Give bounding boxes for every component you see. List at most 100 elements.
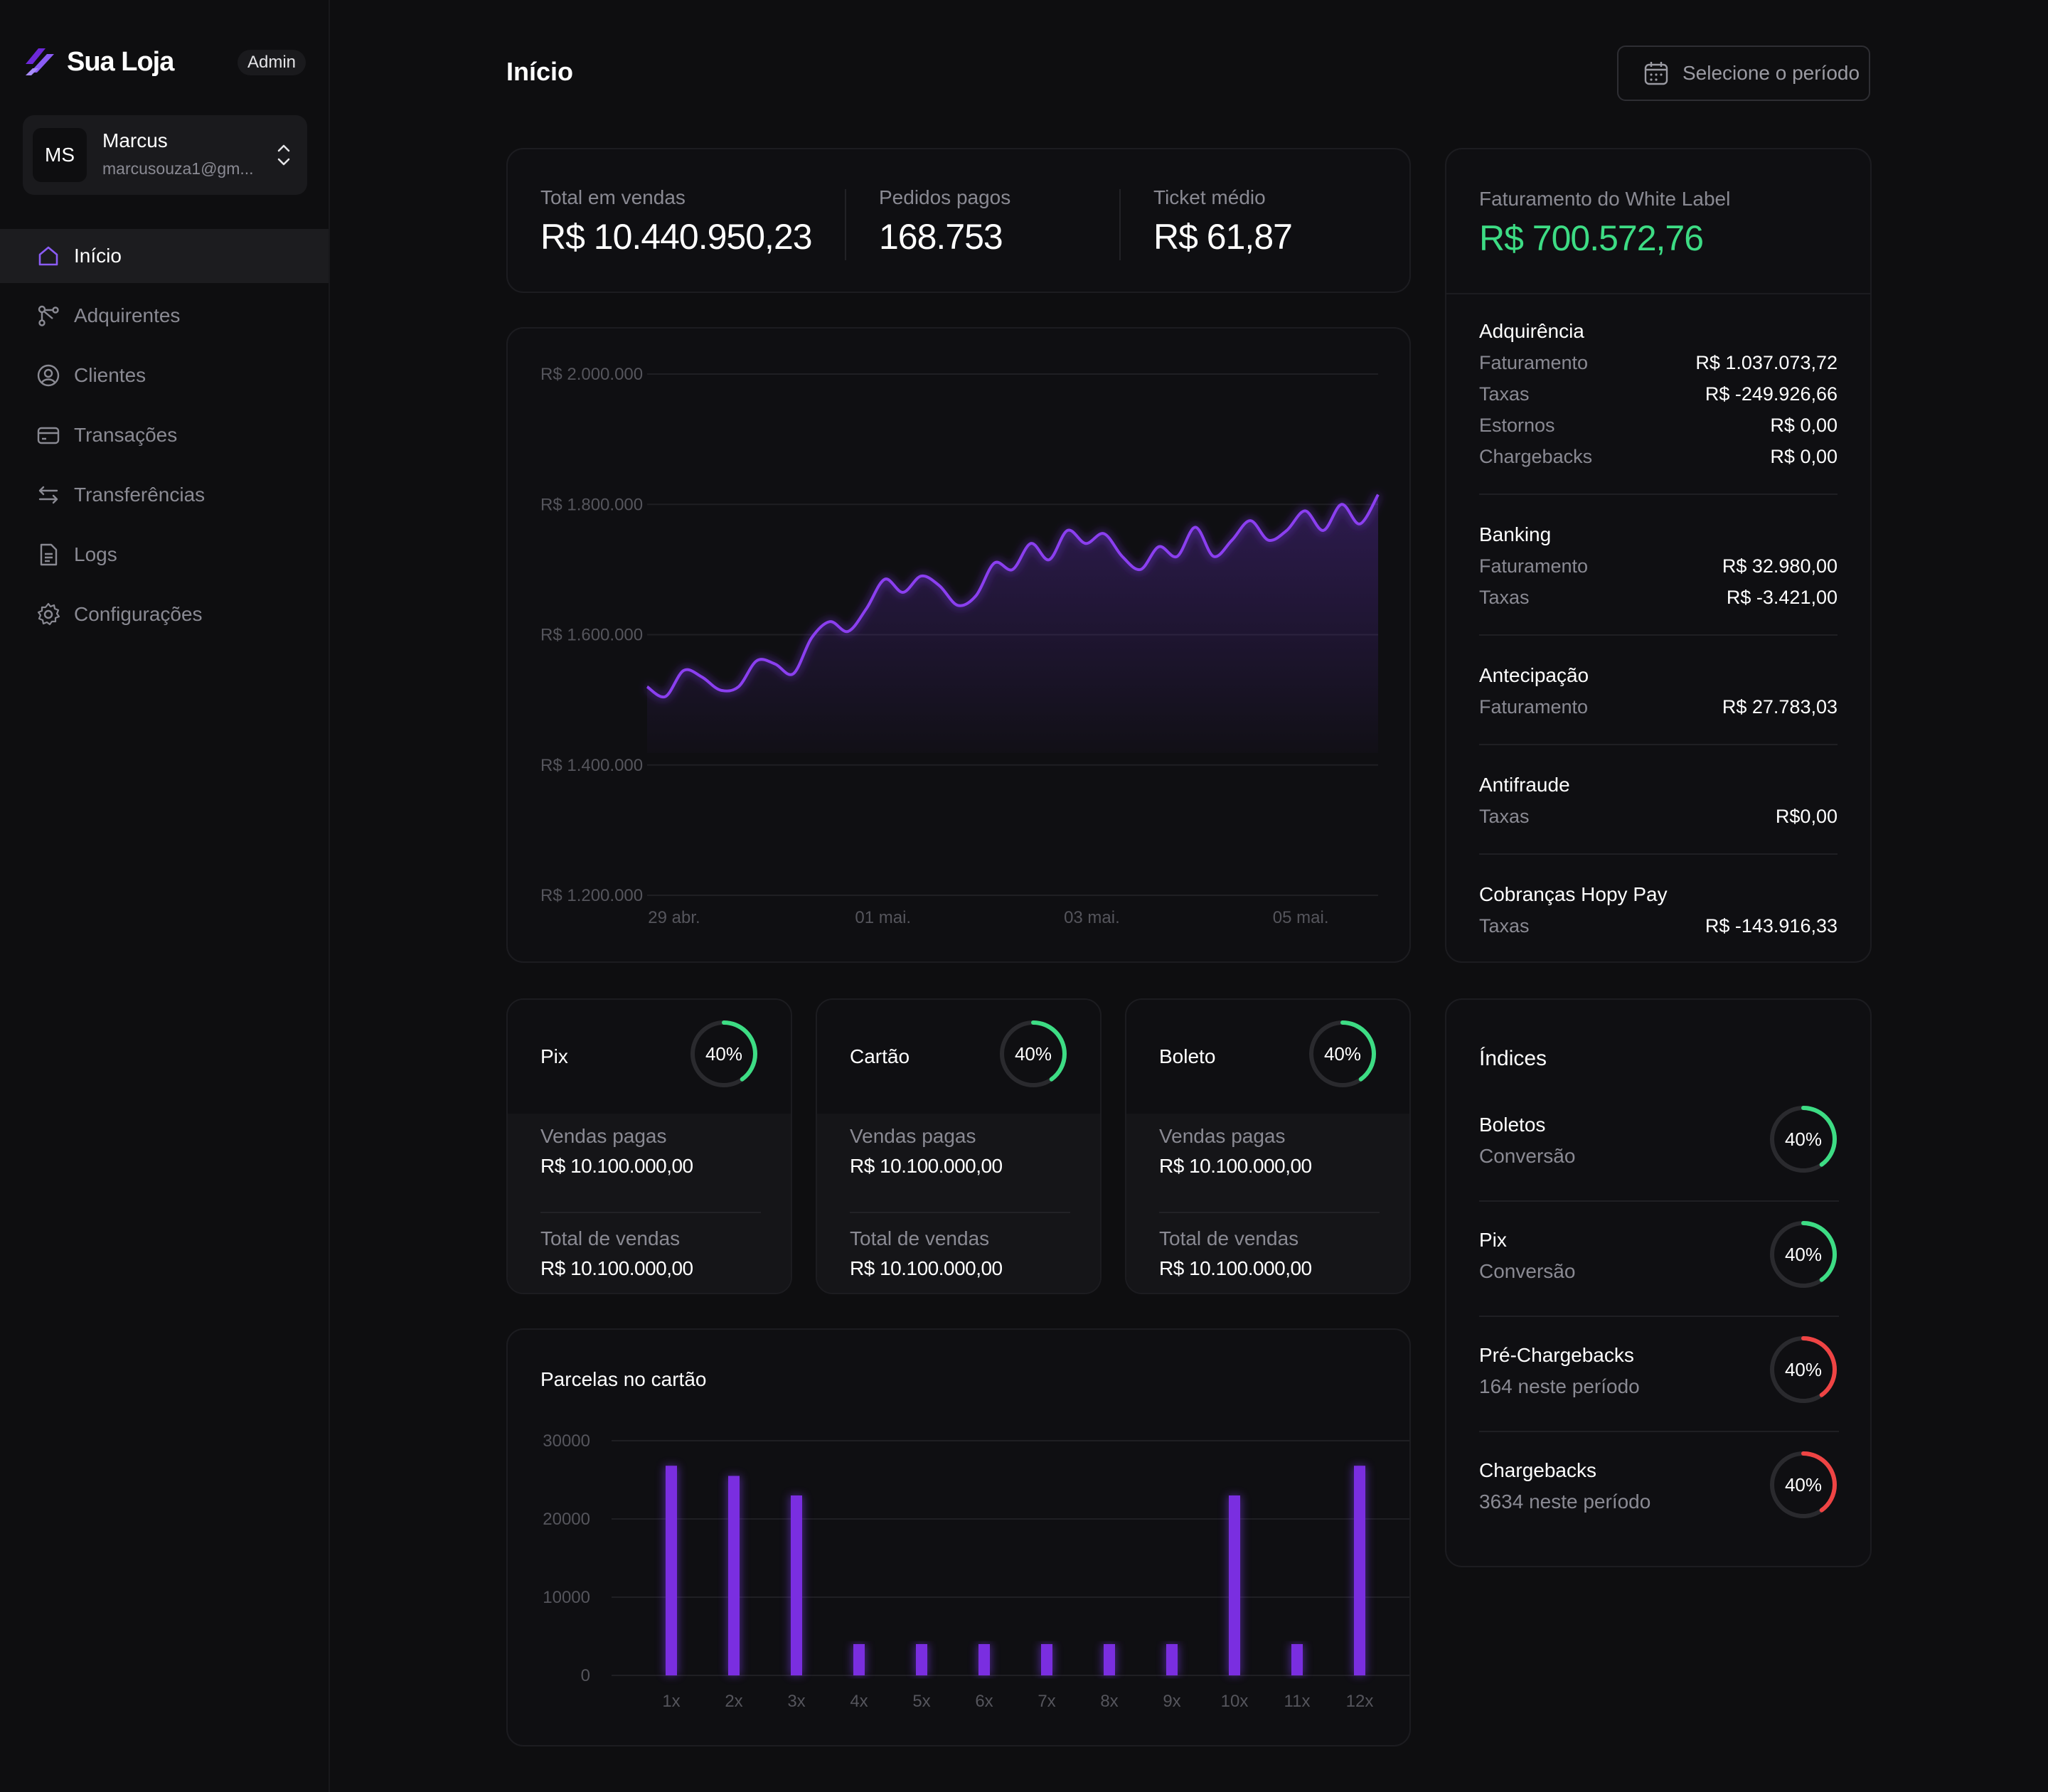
wl-row-value: R$ -249.926,66: [1705, 383, 1838, 405]
payment-paid-stat: Vendas pagas R$ 10.100.000,00: [850, 1125, 1003, 1178]
sidebar-nav: Início Adquirentes Clientes Transações T…: [0, 229, 329, 647]
payment-progress-ring: 40%: [998, 1018, 1069, 1089]
progress-ring-icon: [1770, 1221, 1837, 1288]
wl-section-antifraude: Antifraude Taxas R$0,00: [1479, 769, 1838, 832]
stat-value: R$ 10.100.000,00: [1159, 1257, 1312, 1279]
wl-row: Faturamento R$ 1.037.073,72: [1479, 347, 1838, 378]
wl-divider: [1479, 744, 1838, 745]
index-name: Pré-Chargebacks: [1479, 1344, 1634, 1366]
bar-x-tick-label: 4x: [850, 1692, 868, 1711]
sidebar-item-label: Logs: [74, 543, 117, 565]
wl-row: Chargebacks R$ 0,00: [1479, 441, 1838, 472]
payment-divider: [540, 1212, 761, 1213]
chevron-updown-icon: [277, 144, 290, 166]
kpi-total-sales: Total em vendas R$ 10.440.950,23: [540, 186, 813, 257]
sidebar-item-label: Adquirentes: [74, 304, 181, 326]
logo[interactable]: Sua Loja: [23, 44, 174, 80]
line-y-tick-label: R$ 2.000.000: [540, 365, 643, 384]
index-percent: 40%: [1784, 1244, 1823, 1265]
line-area: [647, 494, 1378, 753]
payment-percent: 40%: [1014, 1043, 1052, 1065]
wl-row-value: R$ -3.421,00: [1726, 587, 1838, 608]
kpi-divider: [845, 189, 846, 260]
sidebar-item-label: Transferências: [74, 484, 206, 506]
index-divider: [1479, 1316, 1839, 1317]
sidebar-item-logs[interactable]: Logs: [0, 528, 329, 582]
wl-section-title: Antecipação: [1479, 664, 1589, 686]
sidebar-item-transacoes[interactable]: Transações: [0, 408, 329, 462]
index-name: Chargebacks: [1479, 1459, 1596, 1481]
wl-row-value: R$ 27.783,03: [1722, 696, 1838, 718]
stat-label: Vendas pagas: [540, 1125, 667, 1147]
progress-ring-icon: [1309, 1020, 1376, 1087]
sidebar-item-configuracoes[interactable]: Configurações: [0, 587, 329, 641]
sidebar-item-adquirentes[interactable]: Adquirentes: [0, 289, 329, 343]
line-x-tick-label: 05 mai.: [1273, 908, 1329, 927]
wl-section-antecipacao: Antecipação Faturamento R$ 27.783,03: [1479, 660, 1838, 722]
wl-row-value: R$ 0,00: [1770, 446, 1838, 467]
user-switcher[interactable]: MS Marcus marcusouza1@gm...: [23, 115, 307, 195]
kpi-divider: [1119, 189, 1121, 260]
ring-progress: [1000, 1020, 1067, 1087]
bar: [728, 1476, 740, 1675]
index-name: Pix: [1479, 1229, 1507, 1251]
payment-card-body: [817, 1114, 1100, 1293]
stat-label: Total de vendas: [1159, 1227, 1299, 1249]
sidebar-item-label: Configurações: [74, 603, 203, 625]
wl-row-value: R$ -143.916,33: [1705, 915, 1838, 937]
user-name: Marcus: [102, 129, 168, 151]
kpi-paid-orders: Pedidos pagos 168.753: [879, 186, 1010, 257]
bar-x-tick-label: 10x: [1221, 1692, 1249, 1711]
progress-ring-icon: [1770, 1451, 1837, 1518]
index-percent: 40%: [1784, 1359, 1823, 1380]
bar-x-tick-label: 8x: [1100, 1692, 1118, 1711]
wl-section-title: Adquirência: [1479, 320, 1584, 342]
sales-line-chart: R$ 2.000.000 R$ 1.800.000 R$ 1.600.000 R$ 1…: [540, 365, 1381, 927]
payment-card-header: [817, 1000, 1100, 1114]
stat-label: Total de vendas: [850, 1227, 990, 1249]
wl-section-banking: Banking Faturamento R$ 32.980,00 Taxas R$ …: [1479, 519, 1838, 613]
wl-section-title: Antifraude: [1479, 774, 1570, 796]
wl-row: Faturamento R$ 27.783,03: [1479, 691, 1838, 722]
sidebar-item-inicio[interactable]: Início: [0, 229, 329, 283]
wl-row-value: R$ 0,00: [1770, 415, 1838, 436]
sidebar-item-label: Transações: [74, 424, 178, 446]
sidebar-item-transferencias[interactable]: Transferências: [0, 468, 329, 522]
payment-card-boleto: Boleto 40% Vendas pagas R$ 10.100.000,00…: [1125, 998, 1411, 1294]
bar: [916, 1644, 927, 1675]
payment-percent: 40%: [1323, 1043, 1362, 1065]
kpi-label: Ticket médio: [1153, 186, 1266, 208]
avatar: MS: [33, 128, 87, 182]
stat-label: Total de vendas: [540, 1227, 681, 1249]
stat-label: Vendas pagas: [850, 1125, 976, 1147]
calendar-icon: [1644, 62, 1668, 85]
payment-progress-ring: 40%: [1307, 1018, 1378, 1089]
wl-row-value: R$ 32.980,00: [1722, 555, 1838, 577]
kpi-value: R$ 61,87: [1153, 217, 1293, 257]
index-sub: Conversão: [1479, 1260, 1576, 1282]
bar-x-tick-label: 3x: [787, 1692, 805, 1711]
wl-divider: [1479, 494, 1838, 495]
wl-section-adquirencia: Adquirência Faturamento R$ 1.037.073,72 T…: [1479, 316, 1838, 472]
wl-row: Taxas R$ -143.916,33: [1479, 910, 1838, 942]
progress-ring-icon: [1770, 1106, 1837, 1173]
progress-ring-icon: [1000, 1020, 1067, 1087]
wl-row: Taxas R$ -3.421,00: [1479, 582, 1838, 613]
line-x-tick-label: 03 mai.: [1064, 908, 1120, 927]
bar: [853, 1644, 865, 1675]
gear-icon: [37, 602, 60, 626]
wl-row: Taxas R$0,00: [1479, 801, 1838, 832]
white-label-value: R$ 700.572,76: [1479, 218, 1704, 258]
index-row-chargebacks: Chargebacks 3634 neste período 40%: [1479, 1451, 1839, 1574]
sidebar-item-clientes[interactable]: Clientes: [0, 348, 329, 402]
acquirers-icon: [38, 305, 59, 326]
index-progress-ring: 40%: [1768, 1449, 1839, 1520]
wl-row-label: Faturamento: [1479, 352, 1589, 373]
bar-x-tick-label: 5x: [912, 1692, 930, 1711]
line-y-tick-label: R$ 1.400.000: [540, 756, 643, 775]
index-percent: 40%: [1784, 1129, 1823, 1150]
index-progress-ring: 40%: [1768, 1104, 1839, 1175]
period-picker-button[interactable]: Selecione o período: [1617, 46, 1870, 101]
clients-icon: [37, 364, 60, 387]
ring-progress: [1770, 1336, 1837, 1403]
